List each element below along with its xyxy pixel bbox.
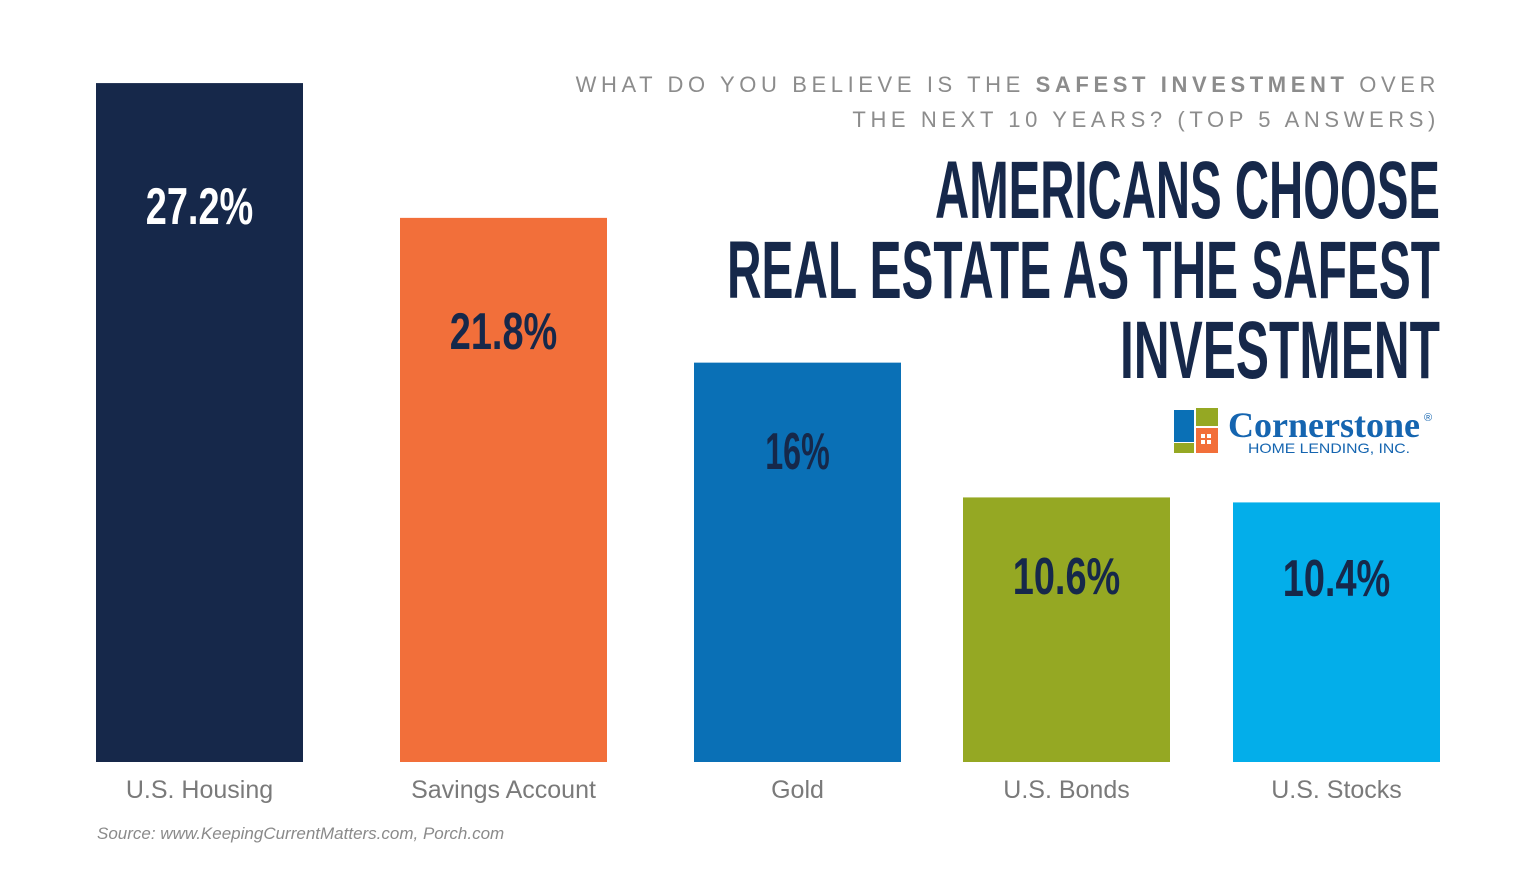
logo-tile — [1196, 408, 1218, 426]
logo-window — [1207, 440, 1211, 444]
value-label: 27.2% — [146, 178, 254, 236]
x-tick-label: Savings Account — [411, 776, 596, 804]
logo-tagline: HOME LENDING, INC. — [1248, 440, 1410, 456]
subtitle-part: SAFEST INVESTMENT — [1036, 72, 1349, 97]
bar — [96, 83, 303, 762]
value-label: 10.4% — [1283, 550, 1391, 608]
logo-tile — [1174, 443, 1194, 453]
x-tick-label: U.S. Bonds — [1003, 776, 1129, 804]
title: AMERICANS CHOOSE — [935, 145, 1440, 236]
logo-mark: ® — [1424, 412, 1432, 424]
title: INVESTMENT — [1120, 305, 1440, 396]
subtitle: WHAT DO YOU BELIEVE IS THE SAFEST INVEST… — [576, 72, 1440, 97]
source: Source: www.KeepingCurrentMatters.com, P… — [97, 824, 504, 843]
subtitle-part: THE NEXT 10 YEARS? (TOP 5 ANSWERS) — [852, 107, 1440, 132]
x-tick-label: Gold — [771, 776, 824, 804]
subtitle: THE NEXT 10 YEARS? (TOP 5 ANSWERS) — [852, 107, 1440, 132]
logo-window — [1207, 434, 1211, 438]
bar — [1233, 502, 1440, 762]
x-tick-label: U.S. Stocks — [1271, 776, 1402, 804]
bar — [694, 362, 901, 762]
logo-window — [1201, 440, 1205, 444]
logo-name: Cornerstone — [1228, 405, 1420, 445]
subtitle-part: OVER — [1349, 72, 1440, 97]
x-tick-label: U.S. Housing — [126, 776, 273, 804]
value-label: 21.8% — [450, 303, 558, 361]
logo-tile — [1174, 410, 1194, 442]
value-label: 10.6% — [1013, 548, 1121, 606]
bar — [400, 217, 607, 762]
value-label: 16% — [765, 423, 830, 481]
subtitle-part: WHAT DO YOU BELIEVE IS THE — [576, 72, 1036, 97]
bar — [963, 497, 1170, 762]
logo: Cornerstone ® HOME LENDING, INC. — [1174, 405, 1432, 456]
title: REAL ESTATE AS THE SAFEST — [727, 225, 1440, 316]
logo-window — [1201, 434, 1205, 438]
